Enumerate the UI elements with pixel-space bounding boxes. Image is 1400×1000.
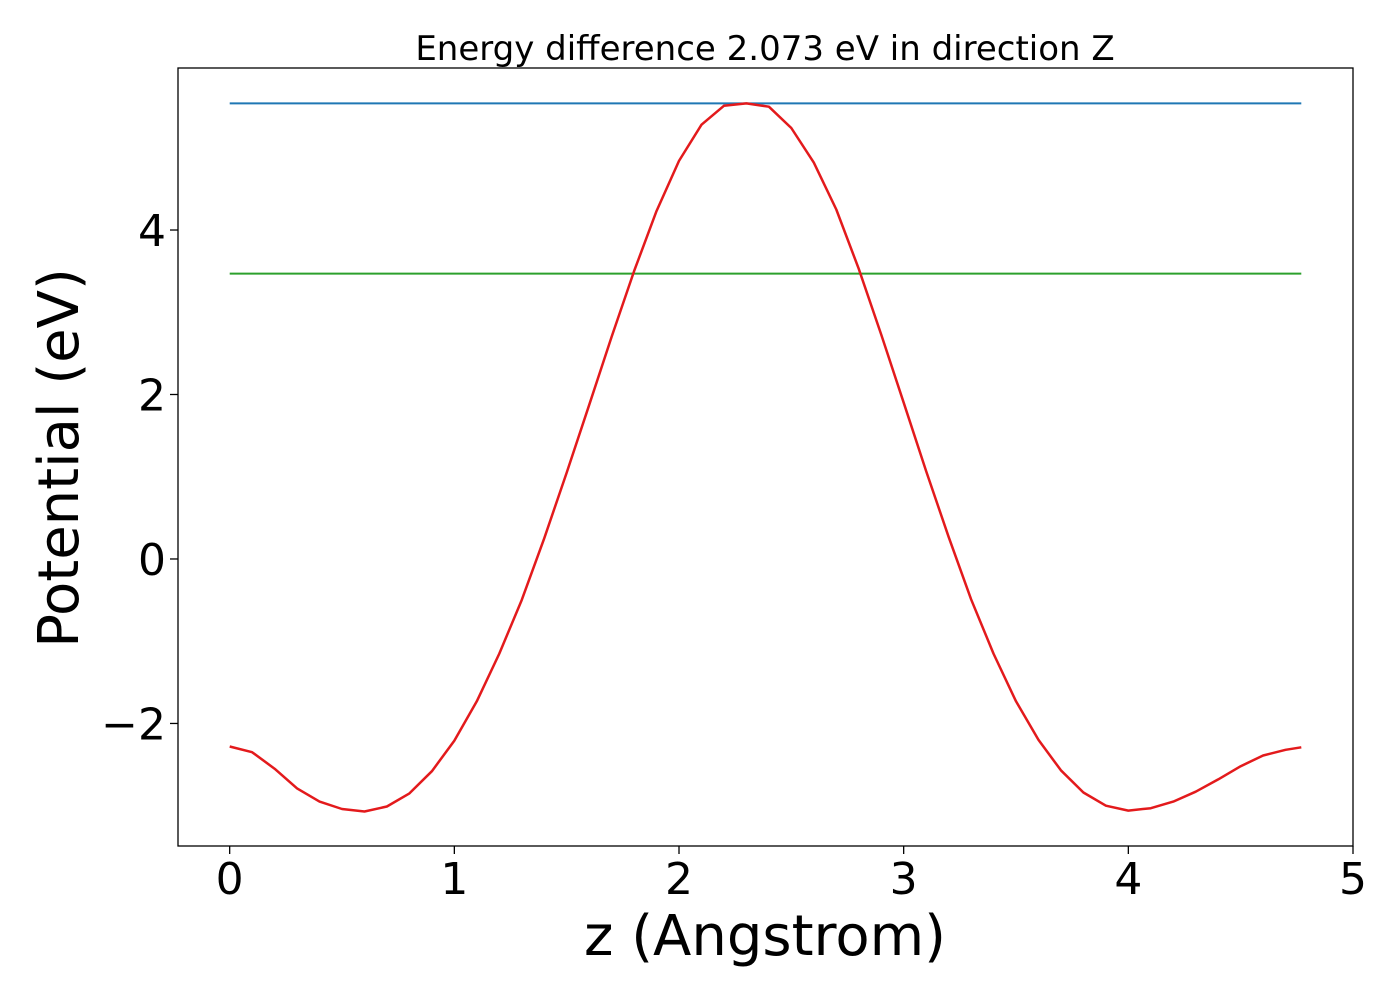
x-tick-label: 4 xyxy=(1114,854,1142,905)
y-tick-label: 2 xyxy=(138,370,166,421)
y-axis-ticks: −2 0 2 4 xyxy=(101,206,178,750)
y-axis-label: Potential (eV) xyxy=(27,268,92,648)
chart-title: Energy difference 2.073 eV in direction … xyxy=(415,29,1114,69)
y-tick-label: 0 xyxy=(138,535,166,586)
x-tick-label: 2 xyxy=(665,854,693,905)
plot-lines xyxy=(229,102,1302,813)
y-tick-label: 4 xyxy=(138,206,166,257)
x-tick-label: 5 xyxy=(1339,854,1367,905)
x-axis-ticks: 0 1 2 3 4 5 xyxy=(216,846,1367,905)
x-tick-label: 1 xyxy=(440,854,468,905)
potential-curve xyxy=(229,102,1302,813)
y-tick-label: −2 xyxy=(101,699,166,750)
x-tick-label: 0 xyxy=(216,854,244,905)
x-axis-label: z (Angstrom) xyxy=(584,904,946,969)
x-tick-label: 3 xyxy=(890,854,918,905)
plot-frame xyxy=(177,67,1354,847)
